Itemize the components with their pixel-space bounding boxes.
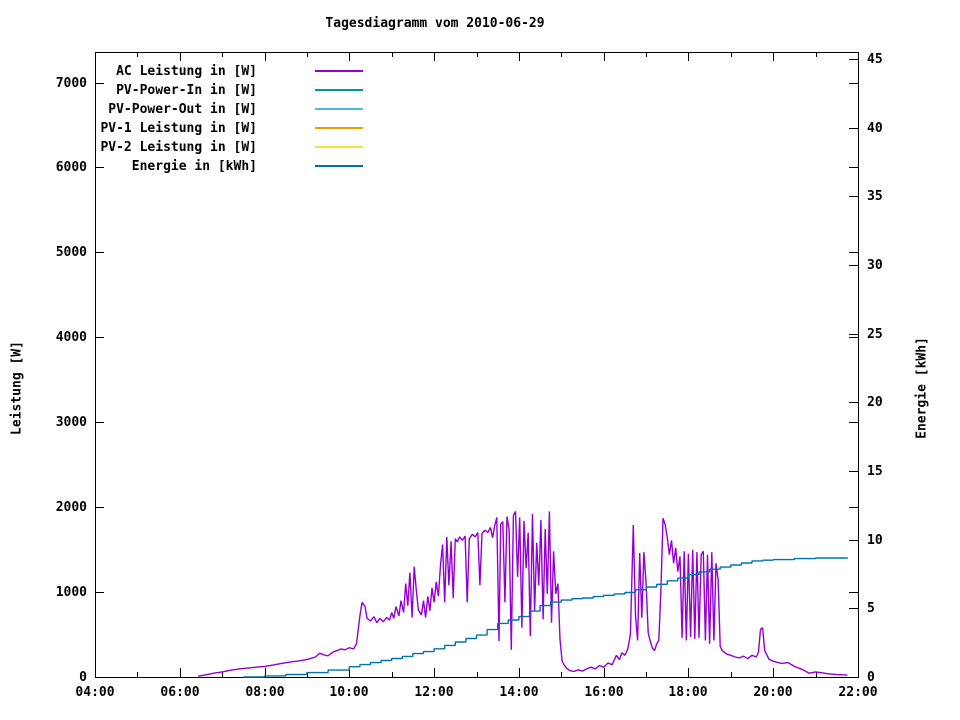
legend-line-swatch [315, 70, 363, 72]
legend-item: AC Leistung in [W] [95, 62, 363, 81]
legend-label: Energie in [kWh] [131, 158, 257, 174]
y-left-tick-label: 4000 [56, 330, 87, 345]
legend-line-swatch [315, 108, 363, 110]
legend-label: PV-2 Leistung in [W] [100, 139, 257, 155]
legend-item: PV-Power-Out in [W] [95, 100, 363, 119]
y-right-tick-label: 5 [867, 601, 875, 616]
legend-label: PV-1 Leistung in [W] [100, 120, 257, 136]
y-right-tick-label: 10 [867, 533, 883, 548]
legend-label: PV-Power-Out in [W] [108, 101, 257, 117]
x-tick-label: 04:00 [75, 685, 114, 700]
x-tick-label: 20:00 [753, 685, 792, 700]
y-right-tick-label: 30 [867, 258, 883, 273]
series-energie-in-kwh- [243, 557, 849, 678]
y-left-tick-label: 5000 [56, 245, 87, 260]
x-tick-label: 22:00 [838, 685, 877, 700]
legend-item: PV-2 Leistung in [W] [95, 138, 363, 157]
y-left-tick-label: 7000 [56, 76, 87, 91]
legend-item: PV-1 Leistung in [W] [95, 119, 363, 138]
y-left-tick-label: 2000 [56, 500, 87, 515]
y-right-tick-label: 20 [867, 395, 883, 410]
legend-item: Energie in [kWh] [95, 157, 363, 176]
y-left-tick-label: 6000 [56, 160, 87, 175]
x-tick-label: 14:00 [499, 685, 538, 700]
y-left-tick-label: 1000 [56, 585, 87, 600]
legend-item: PV-Power-In in [W] [95, 81, 363, 100]
legend-label: AC Leistung in [W] [116, 63, 257, 79]
y-left-tick-label: 3000 [56, 415, 87, 430]
legend-label: PV-Power-In in [W] [116, 82, 257, 98]
x-tick-label: 10:00 [329, 685, 368, 700]
legend-line-swatch [315, 89, 363, 91]
legend-line-swatch [315, 127, 363, 129]
y-right-tick-label: 15 [867, 464, 883, 479]
y-right-tick-label: 0 [867, 670, 875, 685]
chart-title: Tagesdiagramm vom 2010-06-29 [325, 16, 545, 31]
y-right-tick-label: 45 [867, 52, 883, 67]
x-tick-label: 08:00 [245, 685, 284, 700]
x-tick-label: 12:00 [414, 685, 453, 700]
y-right-tick-label: 40 [867, 121, 883, 136]
x-tick-label: 18:00 [668, 685, 707, 700]
y-right-tick-label: 35 [867, 189, 883, 204]
y-right-tick-label: 25 [867, 327, 883, 342]
x-tick-label: 06:00 [160, 685, 199, 700]
legend-line-swatch [315, 165, 363, 167]
legend-line-swatch [315, 146, 363, 148]
series-ac-leistung-in-w- [197, 511, 848, 677]
y-left-tick-label: 0 [79, 670, 87, 685]
x-tick-label: 16:00 [584, 685, 623, 700]
